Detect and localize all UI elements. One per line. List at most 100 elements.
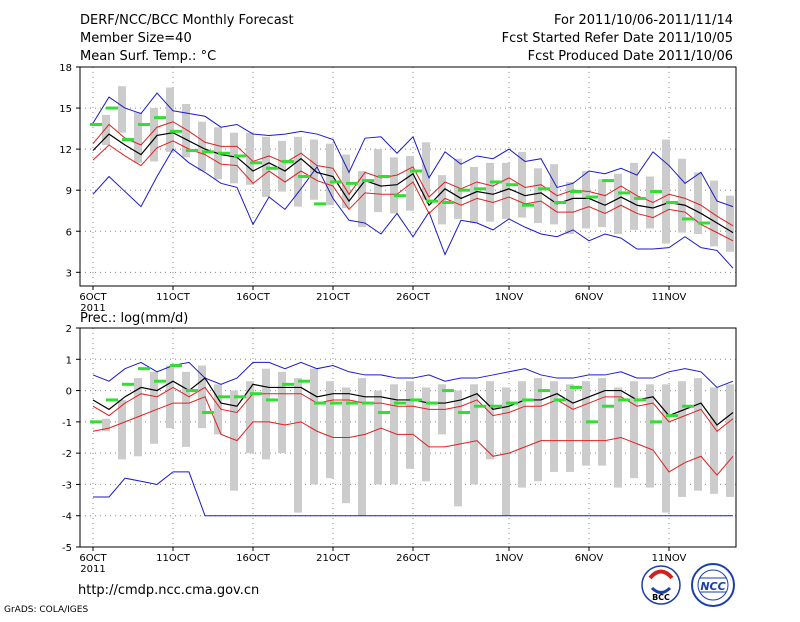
ytick-label: -4	[62, 512, 72, 523]
ensemble-box	[278, 140, 286, 192]
observed-mark	[330, 401, 342, 405]
series-min-line	[92, 92, 734, 208]
observed-mark	[138, 367, 150, 371]
ensemble-box	[502, 387, 510, 516]
ensemble-box	[438, 175, 446, 225]
ensemble-box	[358, 171, 366, 228]
observed-mark	[474, 404, 486, 408]
ensemble-box	[550, 164, 558, 225]
ytick-label: 2	[66, 324, 72, 335]
bcc-logo-text: BCC	[652, 593, 670, 602]
series-mean-line	[92, 132, 734, 234]
observed-mark	[666, 201, 678, 205]
xtick-label: 21OCT	[316, 292, 351, 303]
observed-mark	[218, 151, 230, 155]
observed-mark	[538, 187, 550, 191]
observed-mark	[106, 398, 118, 402]
observed-mark	[346, 401, 358, 405]
observed-mark	[570, 385, 582, 389]
ensemble-box	[134, 112, 142, 163]
ensemble-box	[662, 139, 670, 244]
observed-mark	[314, 401, 326, 405]
source-url[interactable]: http://cmdp.ncc.cma.gov.cn	[78, 583, 259, 598]
ytick-label: 18	[59, 63, 72, 74]
ensemble-box	[518, 381, 526, 488]
ensemble-box	[342, 154, 350, 208]
observed-mark	[442, 201, 454, 205]
series-band_hi-line	[92, 121, 734, 227]
ensemble-box	[294, 136, 302, 207]
ensemble-box	[678, 381, 686, 497]
observed-mark	[506, 183, 518, 187]
xtick-label: 11NOV	[652, 292, 687, 303]
precip-label: Prec.: log(mm/d)	[80, 311, 188, 326]
xtick-label: 16OCT	[236, 553, 271, 564]
observed-mark	[202, 410, 214, 414]
ensemble-box	[614, 173, 622, 234]
xtick-label: 6OCT	[79, 292, 107, 303]
xtick-label: 6OCT	[79, 553, 107, 564]
observed-mark	[346, 181, 358, 185]
observed-mark	[202, 150, 214, 154]
observed-mark	[586, 195, 598, 199]
ensemble-box	[582, 381, 590, 466]
ensemble-box	[294, 378, 302, 513]
ytick-label: -5	[62, 543, 72, 554]
observed-mark	[282, 159, 294, 163]
ensemble-box	[390, 384, 398, 485]
observed-mark	[682, 217, 694, 221]
observed-mark	[698, 221, 710, 225]
xtick-label: 16OCT	[236, 292, 271, 303]
ensemble-box	[470, 384, 478, 485]
ytick-label: 9	[66, 186, 72, 197]
observed-mark	[218, 395, 230, 399]
observed-mark	[586, 420, 598, 424]
observed-mark	[394, 194, 406, 198]
ensemble-box	[534, 168, 542, 224]
ensemble-box	[726, 384, 734, 497]
ensemble-box	[182, 371, 190, 447]
observed-mark	[170, 129, 182, 133]
observed-mark	[250, 161, 262, 165]
observed-mark	[234, 154, 246, 158]
ensemble-box	[694, 172, 702, 234]
observed-mark	[138, 122, 150, 126]
ensemble-box	[422, 387, 430, 482]
xtick-year: 2011	[80, 564, 105, 575]
series-max-line	[92, 361, 734, 389]
ensemble-box	[502, 162, 510, 219]
observed-mark	[650, 420, 662, 424]
ensemble-box	[214, 384, 222, 435]
observed-mark	[330, 180, 342, 184]
observed-mark	[362, 179, 374, 183]
observed-mark	[474, 187, 486, 191]
xtick-label: 1NOV	[495, 292, 524, 303]
observed-mark	[522, 203, 534, 207]
observed-mark	[538, 389, 550, 393]
ensemble-box	[598, 378, 606, 466]
observed-mark	[682, 404, 694, 408]
ensemble-box	[630, 162, 638, 230]
series-min-line	[93, 471, 733, 517]
ensemble-box	[566, 181, 574, 234]
xtick-label: 21OCT	[316, 553, 351, 564]
ensemble-box	[246, 381, 254, 454]
ensemble-box	[102, 114, 110, 146]
ensemble-box	[518, 151, 526, 218]
ensemble-box	[198, 121, 206, 172]
observed-mark	[554, 398, 566, 402]
ensemble-box	[534, 378, 542, 482]
ensemble-box	[374, 390, 382, 485]
variable-label: Mean Surf. Temp.: °C	[80, 49, 216, 64]
observed-mark	[90, 420, 102, 424]
ensemble-box	[150, 371, 158, 444]
ensemble-box	[118, 86, 126, 133]
observed-mark	[426, 401, 438, 405]
observed-mark	[490, 180, 502, 184]
observed-mark	[458, 410, 470, 414]
ytick-label: 15	[59, 104, 72, 115]
observed-mark	[458, 188, 470, 192]
member-size: Member Size=40	[80, 31, 192, 46]
ensemble-box	[598, 179, 606, 228]
